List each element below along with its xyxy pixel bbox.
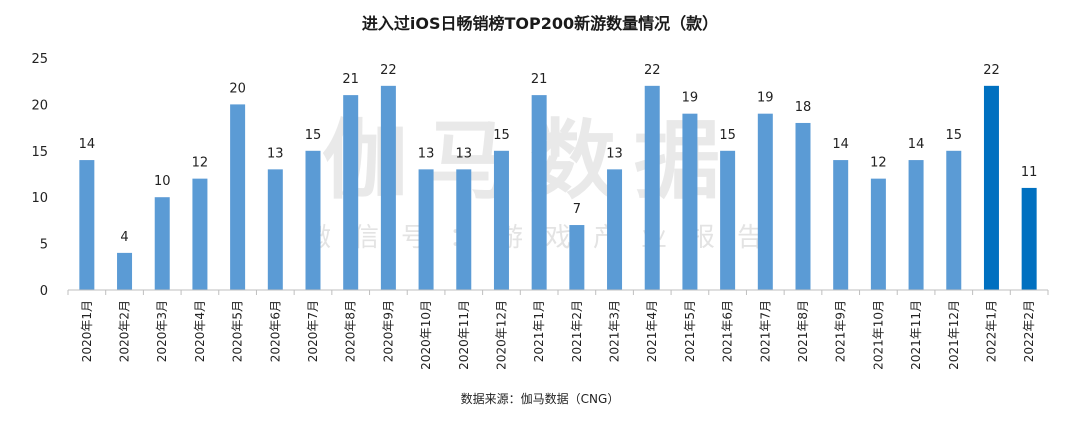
y-tick-label: 25 [31, 52, 48, 67]
bar [569, 225, 585, 290]
bar [267, 169, 283, 290]
data-label: 22 [380, 63, 397, 78]
x-tick-label: 2021年2月 [570, 300, 584, 362]
data-label: 15 [945, 128, 962, 143]
bar [908, 160, 924, 290]
data-label: 13 [606, 146, 623, 161]
bar [418, 169, 434, 290]
data-label: 13 [418, 146, 435, 161]
x-tick-label: 2020年2月 [118, 300, 132, 362]
bar [682, 113, 698, 291]
y-tick-label: 10 [31, 191, 48, 206]
data-label: 7 [573, 202, 581, 217]
x-tick-label: 2021年1月 [532, 300, 546, 362]
bar [983, 85, 999, 290]
bar [946, 150, 962, 290]
x-tick-label: 2021年6月 [721, 300, 735, 362]
x-tick-label: 2021年9月 [834, 300, 848, 362]
x-axis: 2020年1月 2020年2月 2020年3月 2020年4月 2020年5月 2020年… [67, 289, 1049, 370]
bar [456, 169, 472, 290]
x-tick-label: 2020年10月 [419, 300, 433, 370]
data-label: 14 [79, 137, 96, 152]
x-tick-label: 2020年5月 [231, 300, 245, 362]
x-tick-label: 2021年10月 [871, 300, 885, 370]
x-tick-label: 2020年6月 [268, 300, 282, 362]
data-label: 21 [342, 72, 359, 87]
bar [607, 169, 623, 290]
data-label: 21 [531, 72, 548, 87]
data-label: 12 [870, 156, 887, 171]
bar [493, 150, 509, 290]
x-tick-label: 2020年1月 [80, 300, 94, 362]
bar [380, 85, 396, 290]
bars [79, 85, 1037, 291]
data-label: 13 [455, 146, 472, 161]
bar [644, 85, 660, 290]
y-tick-label: 20 [31, 98, 48, 113]
x-tick-label: 2022年1月 [984, 300, 998, 362]
data-label: 18 [795, 100, 812, 115]
y-axis: 0 5 10 15 20 25 [31, 52, 48, 299]
bar [192, 178, 208, 290]
x-tick-label: 2021年4月 [645, 300, 659, 362]
data-label: 10 [154, 174, 171, 189]
data-label: 14 [832, 137, 849, 152]
bar [343, 95, 359, 291]
data-label: 11 [1021, 165, 1038, 180]
bar [154, 197, 170, 290]
bar [305, 150, 321, 290]
y-tick-label: 0 [40, 284, 48, 299]
bar [833, 160, 849, 290]
x-tick-label: 2021年12月 [947, 300, 961, 370]
data-label: 19 [757, 91, 774, 106]
x-tick-label: 2021年7月 [758, 300, 772, 362]
bar [79, 160, 95, 290]
x-tick-label: 2020年12月 [494, 300, 508, 370]
data-label: 15 [719, 128, 736, 143]
x-tick-label: 2020年11月 [457, 300, 471, 370]
chart-title: 进入过iOS日畅销榜TOP200新游数量情况（款） [361, 14, 719, 33]
x-tick-label: 2021年11月 [909, 300, 923, 370]
data-label: 14 [908, 137, 925, 152]
data-label: 22 [983, 63, 1000, 78]
bar [720, 150, 736, 290]
x-tick-label: 2020年8月 [344, 300, 358, 362]
bar [1021, 187, 1037, 290]
data-label: 12 [192, 156, 209, 171]
data-label: 19 [682, 91, 699, 106]
bar [230, 104, 246, 291]
data-labels: 14 4 10 12 20 13 15 21 22 13 13 15 21 7 13 22 19 15 19 18 14… [79, 63, 1038, 245]
x-tick-label: 2021年3月 [608, 300, 622, 362]
bar [870, 178, 886, 290]
bar [757, 113, 773, 291]
y-tick-label: 15 [31, 145, 48, 160]
bar [531, 95, 547, 291]
x-tick-label: 2021年5月 [683, 300, 697, 362]
bar [117, 252, 133, 290]
y-tick-label: 5 [40, 238, 48, 253]
x-tick-label: 2020年3月 [155, 300, 169, 362]
data-label: 15 [493, 128, 510, 143]
x-tick-label: 2020年7月 [306, 300, 320, 362]
data-label: 4 [120, 230, 128, 245]
data-label: 15 [305, 128, 322, 143]
x-tick-label: 2020年4月 [193, 300, 207, 362]
data-label: 20 [229, 81, 246, 96]
data-source: 数据来源：伽马数据（CNG） [460, 392, 620, 406]
data-label: 13 [267, 146, 284, 161]
x-tick-label: 2020年9月 [381, 300, 395, 362]
bar [795, 122, 811, 291]
x-tick-label: 2021年8月 [796, 300, 810, 362]
data-label: 22 [644, 63, 661, 78]
x-tick-label: 2022年2月 [1022, 300, 1036, 362]
